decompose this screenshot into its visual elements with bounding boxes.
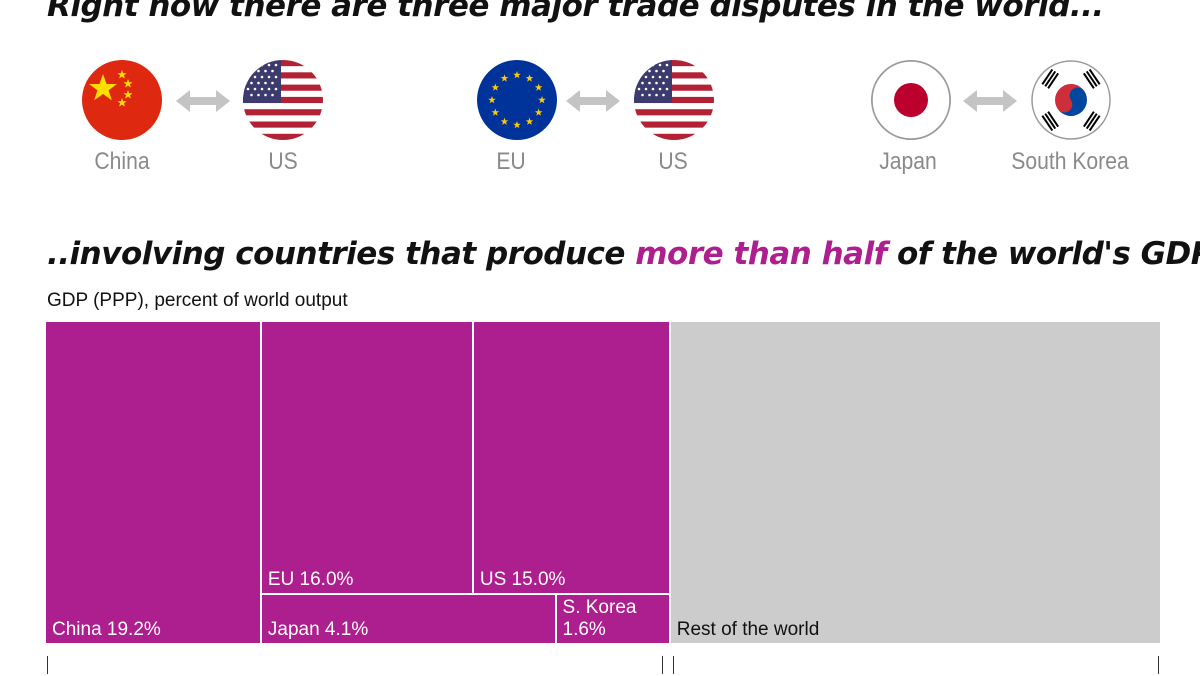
treemap-cell-china: China 19.2% <box>46 322 260 643</box>
us-flag-icon <box>634 60 714 140</box>
bracket-tick <box>1158 656 1159 674</box>
eu-star-icon <box>488 96 496 104</box>
us-flag-icon <box>243 60 323 140</box>
double-arrow-icon <box>566 90 620 112</box>
headline-gdp-before: ..involving countries that produce <box>47 236 636 272</box>
headline-disputes: Right now there are three major trade di… <box>47 0 1104 24</box>
eu-star-icon <box>538 96 546 104</box>
headline-gdp: ..involving countries that produce more … <box>47 236 1200 272</box>
bracket-tick <box>47 656 48 674</box>
treemap-cell-south-korea: S. Korea 1.6% <box>556 595 669 643</box>
treemap-label-us: US 15.0% <box>479 569 566 591</box>
treemap-cell-eu: EU 16.0% <box>261 322 472 594</box>
treemap-label-japan: Japan 4.1% <box>267 618 369 640</box>
treemap-label-rest-of-world: Rest of the world <box>676 619 820 640</box>
treemap-label-eu: EU 16.0% <box>267 569 354 591</box>
country-label-us: US <box>658 148 688 175</box>
country-label-japan: Japan <box>879 148 937 175</box>
eu-star-icon <box>491 83 500 91</box>
eu-star-icon <box>513 121 521 129</box>
bracket-tick <box>673 656 674 674</box>
treemap-cell-japan: Japan 4.1% <box>261 595 555 643</box>
treemap-label-china: China 19.2% <box>52 619 161 640</box>
eu-star-icon <box>500 74 509 82</box>
eu-star-icon <box>534 83 543 91</box>
country-label-south-korea: South Korea <box>1011 148 1129 175</box>
chart-subtitle: GDP (PPP), percent of world output <box>47 290 348 311</box>
country-label-eu: EU <box>496 148 526 175</box>
headline-gdp-highlight: more than half <box>635 236 887 272</box>
china-flag-icon <box>82 60 162 140</box>
double-arrow-icon <box>963 90 1017 112</box>
headline-gdp-after: of the world's GDP <box>886 236 1200 272</box>
eu-flag-icon <box>477 60 557 140</box>
eu-star-icon <box>525 117 534 125</box>
bracket-tick <box>662 656 663 674</box>
treemap-label-south-korea: S. Korea 1.6% <box>562 596 637 640</box>
japan-flag-icon <box>871 60 951 140</box>
treemap-cell-rest-of-world: Rest of the world <box>670 322 1160 643</box>
eu-star-icon <box>500 117 509 125</box>
south-korea-flag-icon <box>1031 60 1111 140</box>
eu-star-icon <box>525 74 534 82</box>
eu-star-icon <box>491 108 500 116</box>
double-arrow-icon <box>176 90 230 112</box>
country-label-china: China <box>94 148 150 175</box>
eu-star-icon <box>513 71 521 79</box>
country-label-us: US <box>268 148 298 175</box>
eu-star-icon <box>534 108 543 116</box>
treemap-cell-us: US 15.0% <box>473 322 669 594</box>
